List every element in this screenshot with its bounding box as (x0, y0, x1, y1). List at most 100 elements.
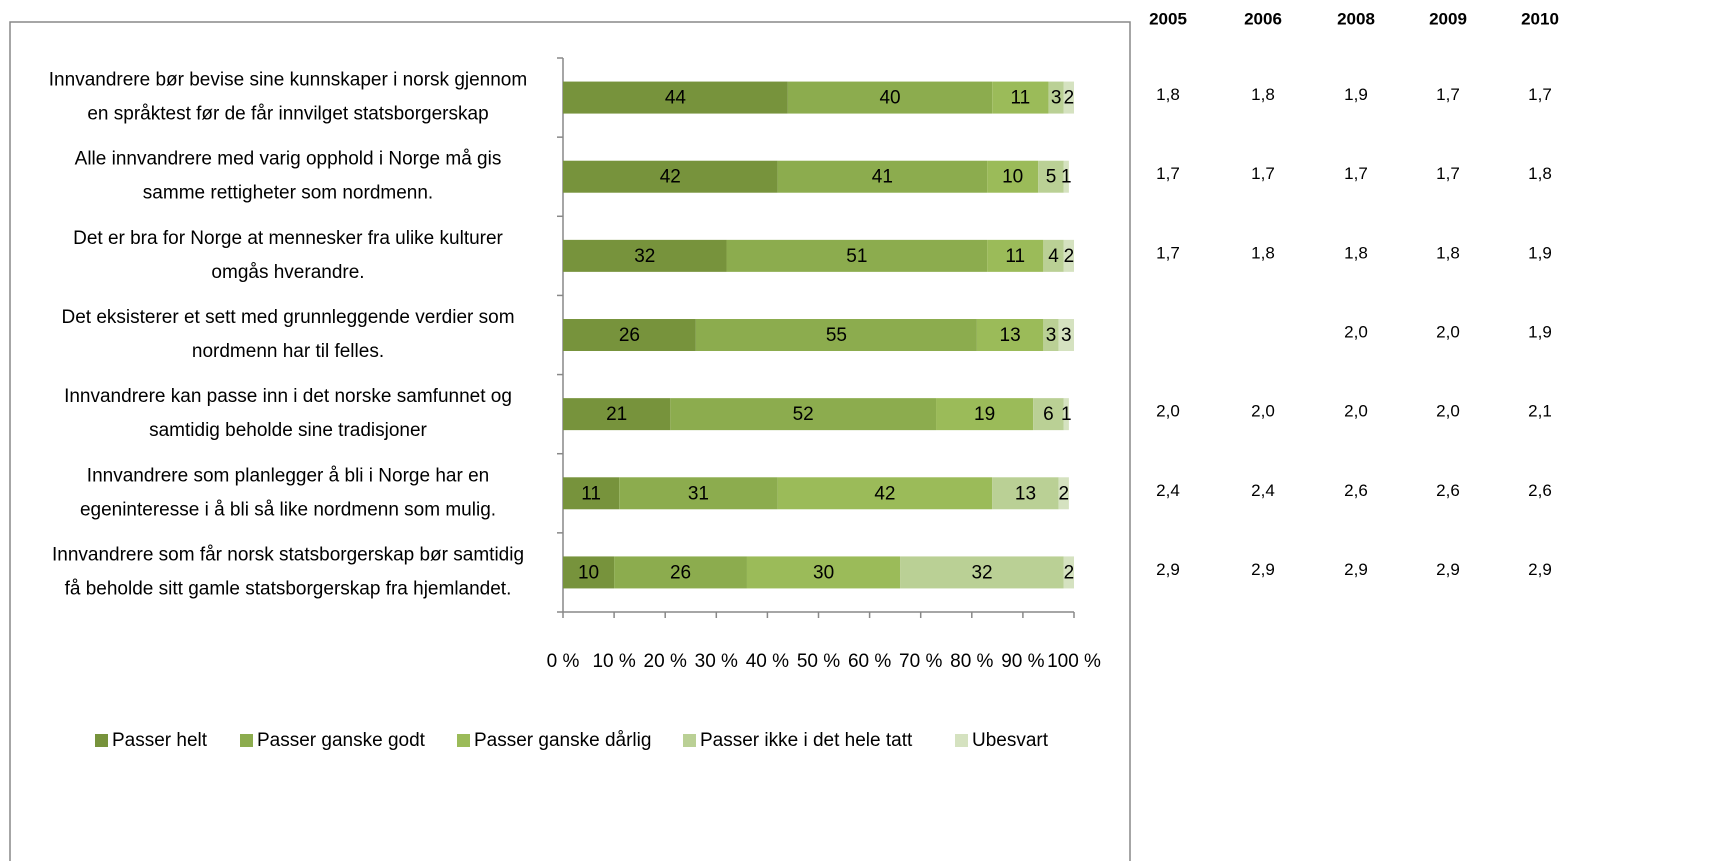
category-label: Innvandrere bør bevise sine kunnskaper i… (49, 70, 527, 91)
bar-segment (1038, 160, 1064, 193)
table-cell: 1,8 (1251, 243, 1275, 262)
table-cell: 2,6 (1436, 481, 1460, 500)
table-cell: 2,9 (1528, 560, 1552, 579)
data-label: 44 (665, 88, 687, 109)
data-label: 11 (1010, 88, 1030, 109)
table-cell: 2,4 (1156, 481, 1180, 500)
bar-segment (695, 319, 977, 351)
data-label: 1 (1061, 167, 1072, 188)
x-tick-label: 90 % (1001, 651, 1044, 672)
bar-segment (670, 398, 937, 431)
bar-segment (563, 81, 788, 114)
bar-segment (1048, 81, 1064, 114)
data-label: 26 (619, 325, 640, 346)
table-cell: 2,6 (1344, 481, 1368, 500)
category-label: egeninteresse i å bli så like nordmenn s… (80, 499, 496, 520)
x-tick-label: 0 % (547, 651, 580, 672)
table-header: 2009 (1429, 9, 1467, 28)
bar-segment (1063, 398, 1069, 431)
data-label: 40 (879, 88, 900, 109)
bar-segment (987, 239, 1044, 272)
bar-segment (987, 160, 1039, 193)
category-label: Innvandrere kan passe inn i det norske s… (64, 386, 512, 407)
bar-segment (746, 556, 901, 589)
data-label: 2 (1058, 483, 1069, 504)
legend-label: Passer helt (112, 730, 208, 751)
bar-segment (1043, 319, 1059, 351)
table-cell: 1,8 (1528, 164, 1552, 183)
table-cell: 2,6 (1528, 481, 1552, 500)
bar-segment (992, 81, 1049, 114)
data-label: 1 (1061, 404, 1072, 425)
category-label: en språktest før de får innvilget statsb… (87, 104, 488, 125)
data-label: 32 (634, 246, 655, 267)
x-tick-label: 100 % (1047, 651, 1101, 672)
x-tick-label: 10 % (592, 651, 635, 672)
data-label: 5 (1046, 167, 1057, 188)
data-label: 42 (660, 167, 681, 188)
table-cell: 2,9 (1251, 560, 1275, 579)
bar-segment (563, 556, 615, 589)
data-label: 11 (581, 483, 601, 504)
bar-segment (936, 398, 1034, 431)
table-cell: 2,9 (1436, 560, 1460, 579)
table-cell: 2,0 (1436, 322, 1460, 341)
legend-swatch (95, 734, 108, 747)
data-label: 55 (826, 325, 847, 346)
x-tick-label: 40 % (746, 651, 789, 672)
table-cell: 1,9 (1528, 322, 1552, 341)
bar-segment (992, 477, 1059, 510)
legend-swatch (683, 734, 696, 747)
bar-segment (900, 556, 1064, 589)
chart-frame (9, 21, 1131, 861)
data-label: 52 (793, 404, 814, 425)
category-label: samme rettigheter som nordmenn. (143, 183, 433, 204)
legend-label: Ubesvart (972, 730, 1049, 751)
bar-segment (1043, 239, 1064, 272)
data-label: 3 (1046, 325, 1057, 346)
table-cell: 1,7 (1528, 85, 1552, 104)
x-tick-label: 20 % (644, 651, 687, 672)
bar-segment (787, 81, 993, 114)
data-label: 13 (1015, 483, 1036, 504)
legend-label: Passer ganske godt (257, 730, 426, 751)
data-label: 4 (1048, 246, 1059, 267)
x-tick-label: 50 % (797, 651, 840, 672)
x-tick-label: 60 % (848, 651, 891, 672)
x-tick-label: 30 % (695, 651, 738, 672)
x-tick-label: 80 % (950, 651, 993, 672)
data-label: 32 (971, 562, 992, 583)
data-label: 41 (872, 167, 893, 188)
data-label: 19 (974, 404, 995, 425)
table-cell: 1,8 (1251, 85, 1275, 104)
table-cell: 2,0 (1344, 402, 1368, 421)
bar-segment (619, 477, 778, 510)
table-cell: 1,7 (1156, 243, 1180, 262)
legend-label: Passer ganske dårlig (474, 730, 651, 751)
table-cell: 2,1 (1528, 402, 1552, 421)
table-header: 2005 (1149, 9, 1187, 28)
legend-swatch (240, 734, 253, 747)
table-cell: 1,9 (1528, 243, 1552, 262)
data-label: 21 (606, 404, 627, 425)
bar-segment (614, 556, 747, 589)
data-label: 3 (1051, 88, 1062, 109)
category-label: få beholde sitt gamle statsborgerskap fr… (65, 578, 512, 599)
table-cell: 1,9 (1344, 85, 1368, 104)
x-tick-label: 70 % (899, 651, 942, 672)
table-cell: 2,9 (1156, 560, 1180, 579)
data-label: 30 (813, 562, 834, 583)
data-label: 2 (1064, 88, 1075, 109)
data-label: 10 (1002, 167, 1023, 188)
table-cell: 1,8 (1436, 243, 1460, 262)
table-cell: 2,0 (1344, 322, 1368, 341)
bar-segment (1063, 81, 1074, 114)
table-header: 2008 (1337, 9, 1375, 28)
bar-segment (563, 160, 778, 193)
bar-segment (777, 160, 988, 193)
table-cell: 2,0 (1436, 402, 1460, 421)
category-label: Innvandrere som planlegger å bli i Norge… (87, 465, 489, 486)
category-label: Det eksisterer et sett med grunnleggende… (61, 307, 514, 328)
table-cell: 1,7 (1436, 85, 1460, 104)
table-cell: 2,0 (1156, 402, 1180, 421)
